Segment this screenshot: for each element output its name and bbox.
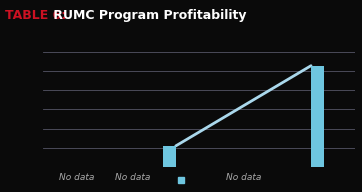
Text: RUMC Program Profitability: RUMC Program Profitability bbox=[49, 9, 247, 22]
Bar bbox=[311, 66, 324, 167]
Text: TABLE 6:: TABLE 6: bbox=[5, 9, 67, 22]
Text: No data: No data bbox=[59, 173, 94, 182]
Text: No data: No data bbox=[226, 173, 261, 182]
Text: No data: No data bbox=[115, 173, 150, 182]
Bar bbox=[163, 146, 176, 167]
